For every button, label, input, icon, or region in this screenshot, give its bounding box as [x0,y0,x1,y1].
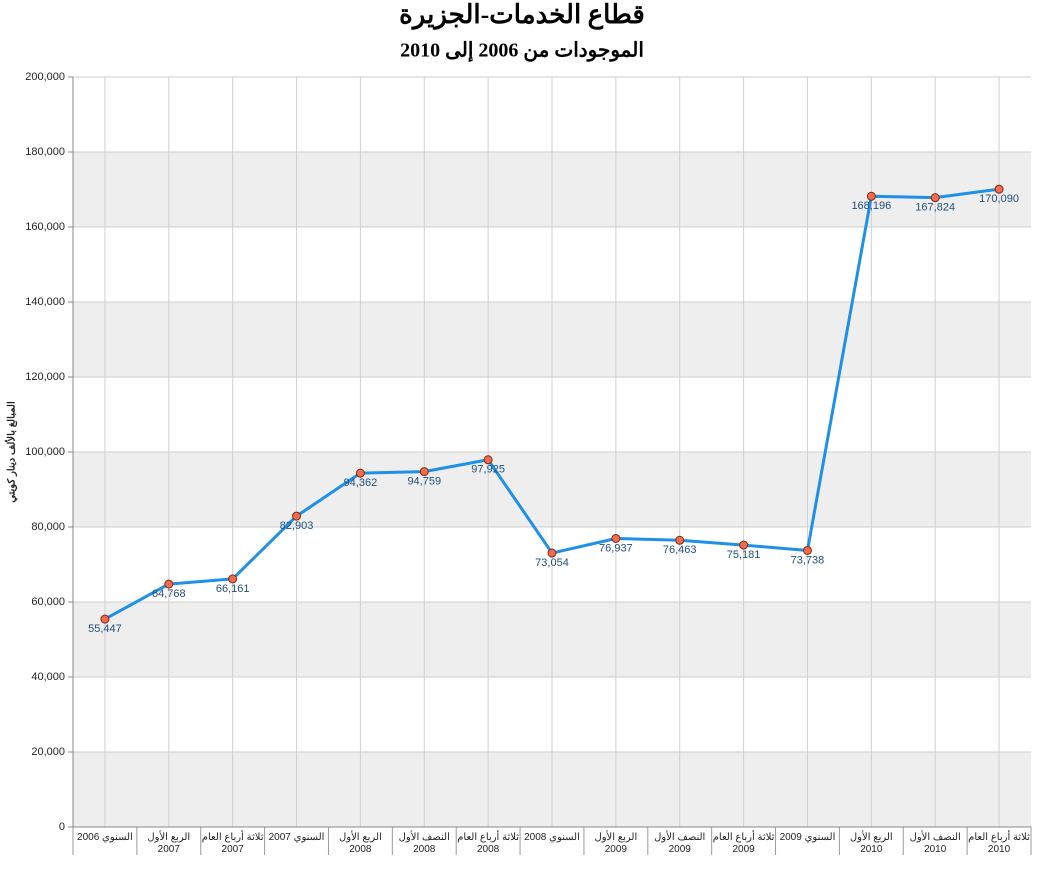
y-tick-label: 20,000 [31,746,65,758]
y-tick-label: 200,000 [25,71,65,83]
value-label: 75,181 [727,549,761,561]
marker [739,540,749,550]
x-tick-label: ثلاثة أرباع العام 2008 [457,832,519,855]
value-label: 94,759 [407,476,441,488]
chart-title: قطاع الخدمات-الجزيرة [399,0,645,30]
marker [483,455,493,465]
y-tick-label: 80,000 [31,521,65,533]
value-label: 64,768 [152,588,186,600]
marker [611,533,621,543]
value-label: 167,824 [915,202,955,214]
value-label: 73,738 [791,554,825,566]
value-label: 170,090 [979,193,1019,205]
x-tick-label: السنوي 2009 [779,832,836,843]
y-axis-title: المبالغ بالألف دينار كويتي [6,401,18,503]
x-tick-label: النصف الأول 2009 [654,832,706,855]
x-tick-label: السنوي 2008 [524,832,580,843]
y-tick-label: 100,000 [25,446,65,458]
y-tick-label: 180,000 [25,146,65,158]
x-tick-label: الربع الأول 2010 [849,832,893,855]
value-label: 66,161 [216,583,250,595]
value-label: 73,054 [535,557,569,569]
x-tick-label: ثلاثة أرباع العام 2010 [968,832,1030,855]
marker [292,511,302,521]
y-tick-label: 60,000 [31,596,65,608]
y-tick-label: 0 [59,821,65,833]
x-tick-label: السنوي 2006 [77,832,133,843]
x-tick-label: النصف الأول 2010 [909,832,961,855]
y-tick-label: 140,000 [25,296,65,308]
x-tick-label: ثلاثة أرباع العام 2007 [201,832,264,855]
value-label: 82,903 [280,520,314,532]
x-tick-label: النصف الأول 2008 [398,832,450,855]
marker [866,191,876,201]
marker [100,614,110,624]
value-label: 94,362 [344,477,378,489]
marker [547,548,557,558]
x-tick-label: السنوي 2007 [268,832,325,843]
marker [675,535,685,545]
marker [930,193,940,203]
marker [994,184,1004,194]
x-tick-label: الربع الأول 2007 [147,832,191,855]
y-tick-label: 160,000 [25,221,65,233]
value-label: 76,463 [663,544,697,556]
value-label: 76,937 [599,542,633,554]
value-label: 168,196 [851,200,891,212]
y-tick-label: 120,000 [25,371,65,383]
value-label: 55,447 [88,623,122,635]
marker [802,545,812,555]
marker [164,579,174,589]
marker [419,467,429,477]
y-tick-label: 40,000 [31,671,65,683]
marker [355,468,365,478]
value-label: 97,925 [471,464,505,476]
x-tick-label: ثلاثة أرباع العام 2009 [712,832,775,855]
chart-subtitle: الموجودات من 2006 إلى 2010 [400,40,644,63]
x-tick-label: الربع الأول 2009 [594,832,638,855]
marker [228,574,238,584]
x-tick-label: الربع الأول 2008 [338,832,382,855]
